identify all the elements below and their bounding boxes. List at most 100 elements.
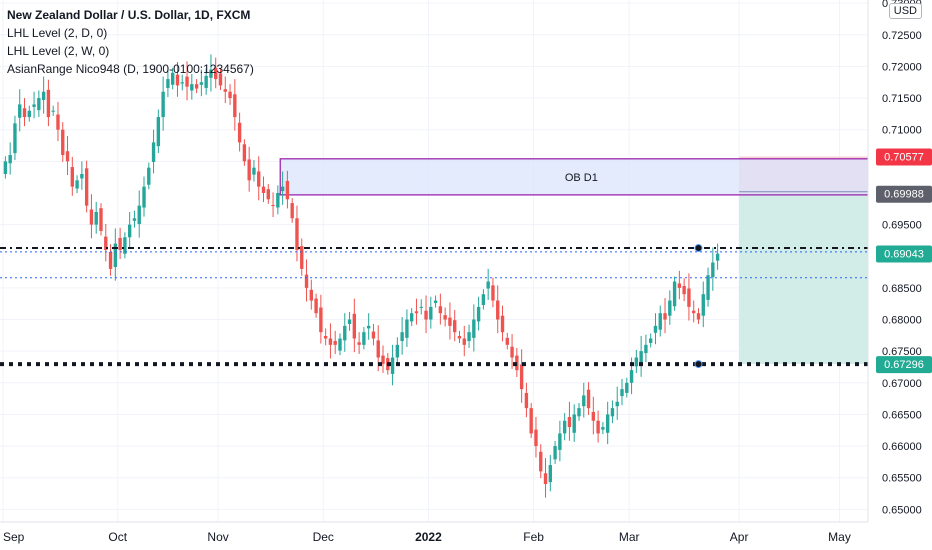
candle-body [113,243,118,268]
candle-body [285,180,290,200]
price-tick-label: 0.66000 [882,441,922,453]
time-tick-label: Nov [207,530,228,544]
indicator-lhl-weekly[interactable]: LHL Level (2, W, 0) [7,44,110,58]
price-tick-label: 0.71500 [882,93,922,105]
candle-body [237,122,242,143]
candle-body [586,389,591,409]
price-tick-label: 0.72500 [882,30,922,42]
candle-body [601,427,605,430]
marker-lower [694,360,703,369]
candle-body [127,224,132,238]
candle-body [194,84,199,89]
candle-body [94,211,98,225]
candle-body [156,117,161,147]
candle-body [390,357,395,374]
candle-body [3,161,8,174]
price-axis [868,0,932,550]
candle-body [266,189,270,200]
candle-body [625,382,629,393]
candle-body [381,355,385,364]
candle-body [199,82,204,85]
candle-body [400,332,404,342]
time-tick-label: Sep [3,530,25,544]
candle-body [366,325,371,329]
candle-body [51,110,55,112]
candle-body [362,332,366,345]
order-block-label: OB D1 [565,172,598,184]
candle-body [104,236,108,250]
candle-body [505,337,509,345]
price-tick-label: 0.65000 [882,504,922,516]
candle-body [89,209,94,225]
candle-body [524,392,529,409]
price-label-0.67296 [876,356,932,374]
price-tick-label: 0.67000 [882,378,922,390]
candle-body [108,251,113,269]
candle-body [687,288,691,307]
candle-body [123,237,127,254]
candle-body [46,89,51,118]
candle-body [209,69,213,78]
candle-body [672,281,677,307]
grid [0,0,868,522]
candle-body [424,310,428,320]
candle-body [534,429,538,447]
candle-body [185,76,189,87]
currency-label[interactable]: USD [888,3,922,19]
candle-body [562,420,567,434]
candle-body [41,91,46,100]
candle-body [715,253,720,261]
candle-body [280,186,285,192]
candle-body [223,89,227,92]
indicator-asian-range[interactable]: AsianRange Nico948 (D, 1900-0100:1234567… [7,62,254,76]
candle-body [175,74,180,86]
candle-body [414,311,419,314]
time-tick-label: Oct [108,530,127,544]
candle-body [692,310,696,314]
candle-body [338,338,342,351]
candle-body [491,285,495,301]
candle-body [18,104,22,118]
candle-body [214,67,218,80]
candle-body [314,298,318,314]
candle-body [653,325,658,333]
candle-body [639,351,643,364]
candle-body [333,341,337,345]
candle-body [486,281,490,289]
candle-body [668,300,672,316]
candle-body [591,411,596,421]
price-tick-label: 0.68500 [882,283,922,295]
price-label-text: 0.69043 [884,249,924,261]
symbol-title[interactable]: New Zealand Dollar / U.S. Dollar, 1D, FX… [7,8,251,22]
time-tick-label: Apr [730,530,749,544]
candle-body [37,98,41,111]
price-label-text: 0.69988 [884,189,924,201]
candle-body [8,155,12,164]
candle-body [118,237,122,250]
candle-body [290,203,294,219]
candle-body [56,114,60,130]
candle-body [410,313,414,322]
candle-body [357,342,361,345]
candle-body [247,159,251,181]
candle-body [539,451,543,472]
candle-body [32,104,36,107]
time-tick-label: May [828,530,851,544]
candle-body [658,313,662,330]
candle-body [701,294,705,316]
candle-body [132,218,137,221]
levels [0,244,868,369]
candle-body [70,167,74,187]
candle-body [252,167,256,175]
candle-body [328,338,333,345]
time-tick-label: Dec [313,530,334,544]
candle-body [190,84,194,91]
indicator-lhl-daily[interactable]: LHL Level (2, D, 0) [7,26,108,40]
price-label-0.70577 [876,148,932,166]
candle-body [500,315,505,333]
candle-body [615,401,619,407]
price-tick-label: 0.72000 [882,61,922,73]
candle-body [582,395,586,407]
